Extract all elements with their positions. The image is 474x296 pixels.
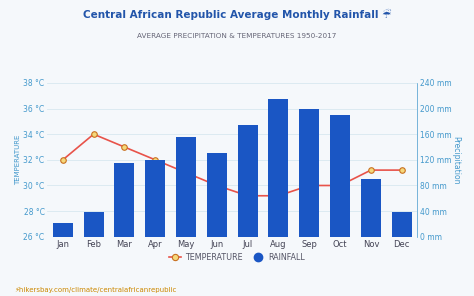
Bar (207, 153, 227, 237)
Legend: TEMPERATURE, RAINFALL: TEMPERATURE, RAINFALL (165, 250, 309, 265)
Bar (392, 213, 412, 237)
Bar (114, 163, 135, 237)
Text: Central African Republic Average Monthly Rainfall ☔: Central African Republic Average Monthly… (83, 9, 391, 20)
Bar (145, 160, 165, 237)
Bar (299, 109, 319, 237)
Bar (361, 179, 381, 237)
Bar (83, 213, 104, 237)
Bar (53, 223, 73, 237)
Bar (237, 125, 258, 237)
Text: AVERAGE PRECIPITATION & TEMPERATURES 1950-2017: AVERAGE PRECIPITATION & TEMPERATURES 195… (137, 33, 337, 38)
Bar (176, 137, 196, 237)
Bar (330, 115, 350, 237)
Bar (268, 99, 289, 237)
Y-axis label: TEMPERATURE: TEMPERATURE (15, 135, 20, 185)
Text: ⚡hikersbay.com/climate/centralafricanrepublic: ⚡hikersbay.com/climate/centralafricanrep… (14, 287, 177, 293)
Y-axis label: Precipitation: Precipitation (451, 136, 460, 184)
